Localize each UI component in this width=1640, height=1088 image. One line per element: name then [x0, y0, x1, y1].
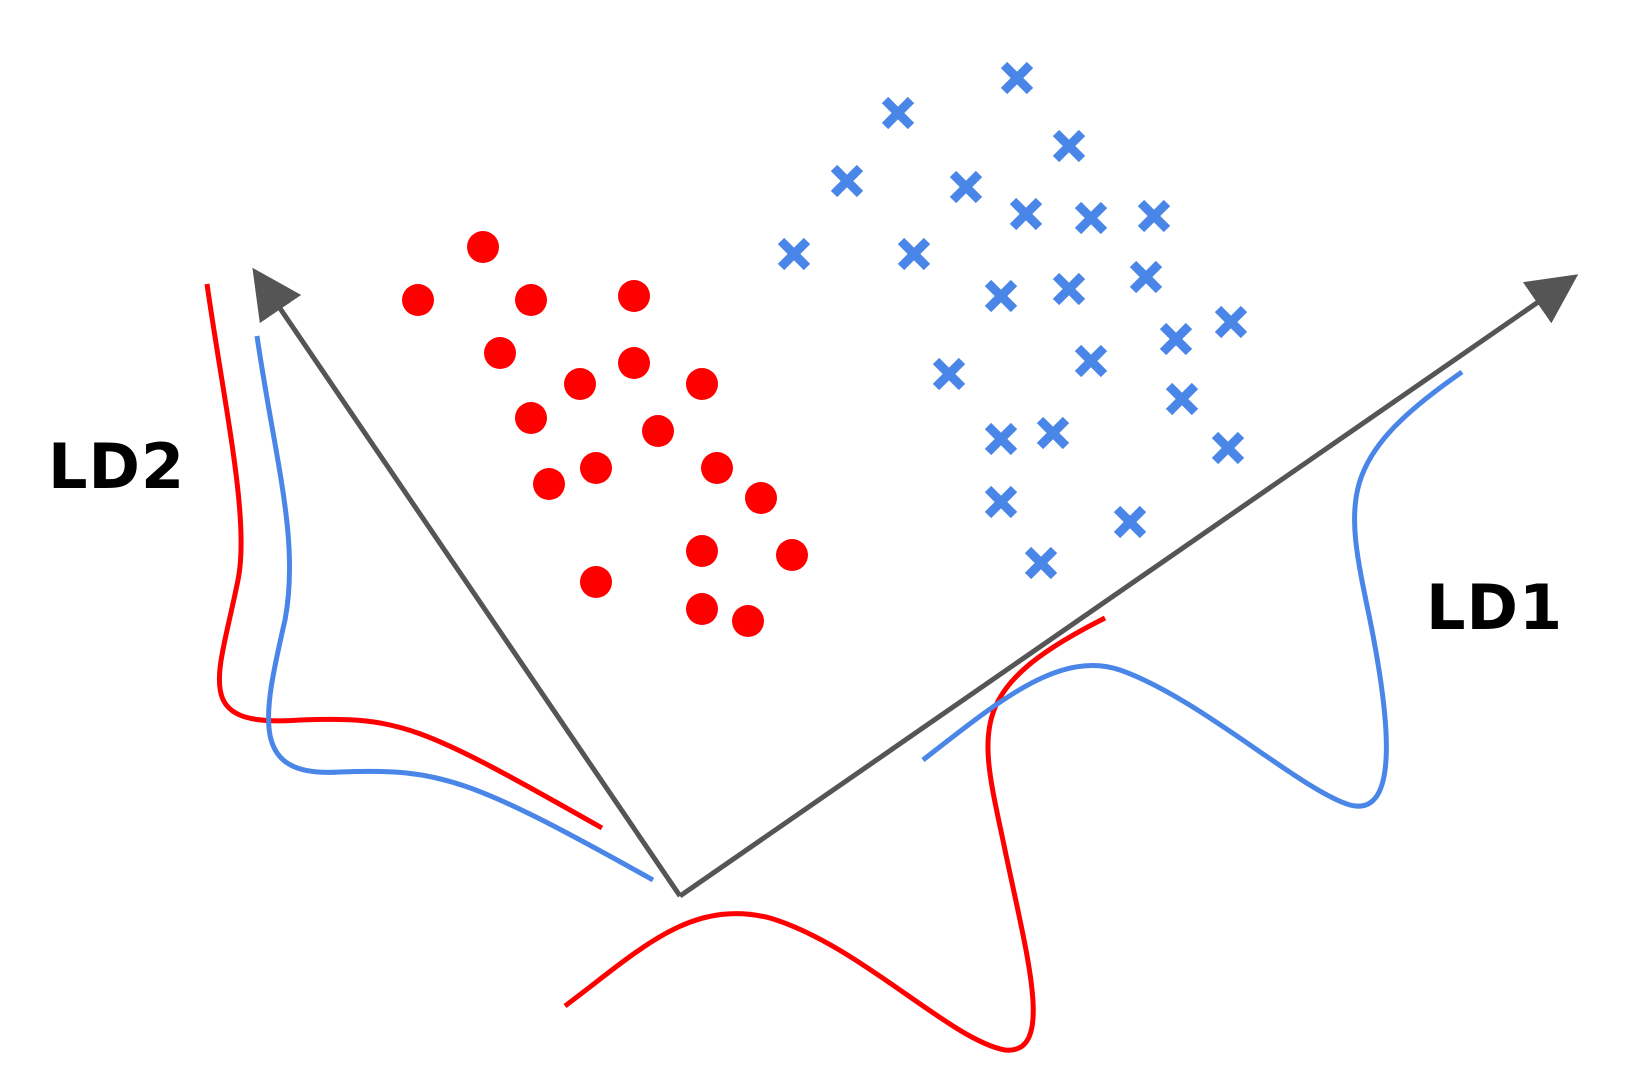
- class-b-point: [1074, 344, 1108, 378]
- class-a-point: [564, 368, 596, 400]
- ld2-distribution-class-b: [254, 335, 655, 883]
- class-a-point: [515, 284, 547, 316]
- ld1-axis-label: LD1: [1426, 571, 1564, 644]
- class-b-point: [984, 485, 1018, 519]
- ld1-distribution-class-b: [921, 369, 1464, 809]
- class-b-point: [881, 96, 915, 130]
- class-b-point: [1074, 201, 1108, 235]
- ld1-axis: [678, 274, 1579, 899]
- ld2-axis-label: LD2: [48, 430, 186, 503]
- ld2-distribution-class-a: [204, 283, 604, 831]
- ld2-axis: [252, 267, 683, 898]
- class-a-point: [642, 415, 674, 447]
- class-b-point: [830, 164, 864, 198]
- class-b-point: [949, 170, 983, 204]
- class-a-point: [484, 337, 516, 369]
- class-b-point: [1000, 61, 1034, 95]
- class-b-point: [1036, 416, 1070, 450]
- class-a-point: [618, 280, 650, 312]
- class-a-point: [533, 468, 565, 500]
- class-a-point: [402, 284, 434, 316]
- class-a-point: [618, 347, 650, 379]
- class-b-point: [897, 237, 931, 271]
- class-a-point: [776, 539, 808, 571]
- class-b-point: [1165, 382, 1199, 416]
- class-b-point: [1052, 129, 1086, 163]
- class-a-point: [732, 605, 764, 637]
- class-a-points: [402, 231, 808, 637]
- class-b-point: [984, 279, 1018, 313]
- class-b-point: [1214, 305, 1248, 339]
- ld1-distribution-class-a: [563, 615, 1107, 1053]
- class-b-point: [1009, 197, 1043, 231]
- class-b-points: [777, 61, 1248, 580]
- class-a-point: [701, 452, 733, 484]
- class-b-point: [777, 237, 811, 271]
- class-a-point: [686, 535, 718, 567]
- class-a-point: [686, 593, 718, 625]
- class-b-point: [1052, 272, 1086, 306]
- class-b-point: [1024, 546, 1058, 580]
- class-b-point: [1159, 322, 1193, 356]
- class-a-point: [580, 452, 612, 484]
- class-a-point: [467, 231, 499, 263]
- class-b-point: [1211, 431, 1245, 465]
- class-a-point: [515, 402, 547, 434]
- class-b-point: [1129, 260, 1163, 294]
- class-a-point: [580, 566, 612, 598]
- class-b-point: [984, 422, 1018, 456]
- class-b-point: [932, 357, 966, 391]
- class-b-point: [1113, 505, 1147, 539]
- class-a-point: [686, 368, 718, 400]
- class-a-point: [745, 482, 777, 514]
- class-b-point: [1137, 199, 1171, 233]
